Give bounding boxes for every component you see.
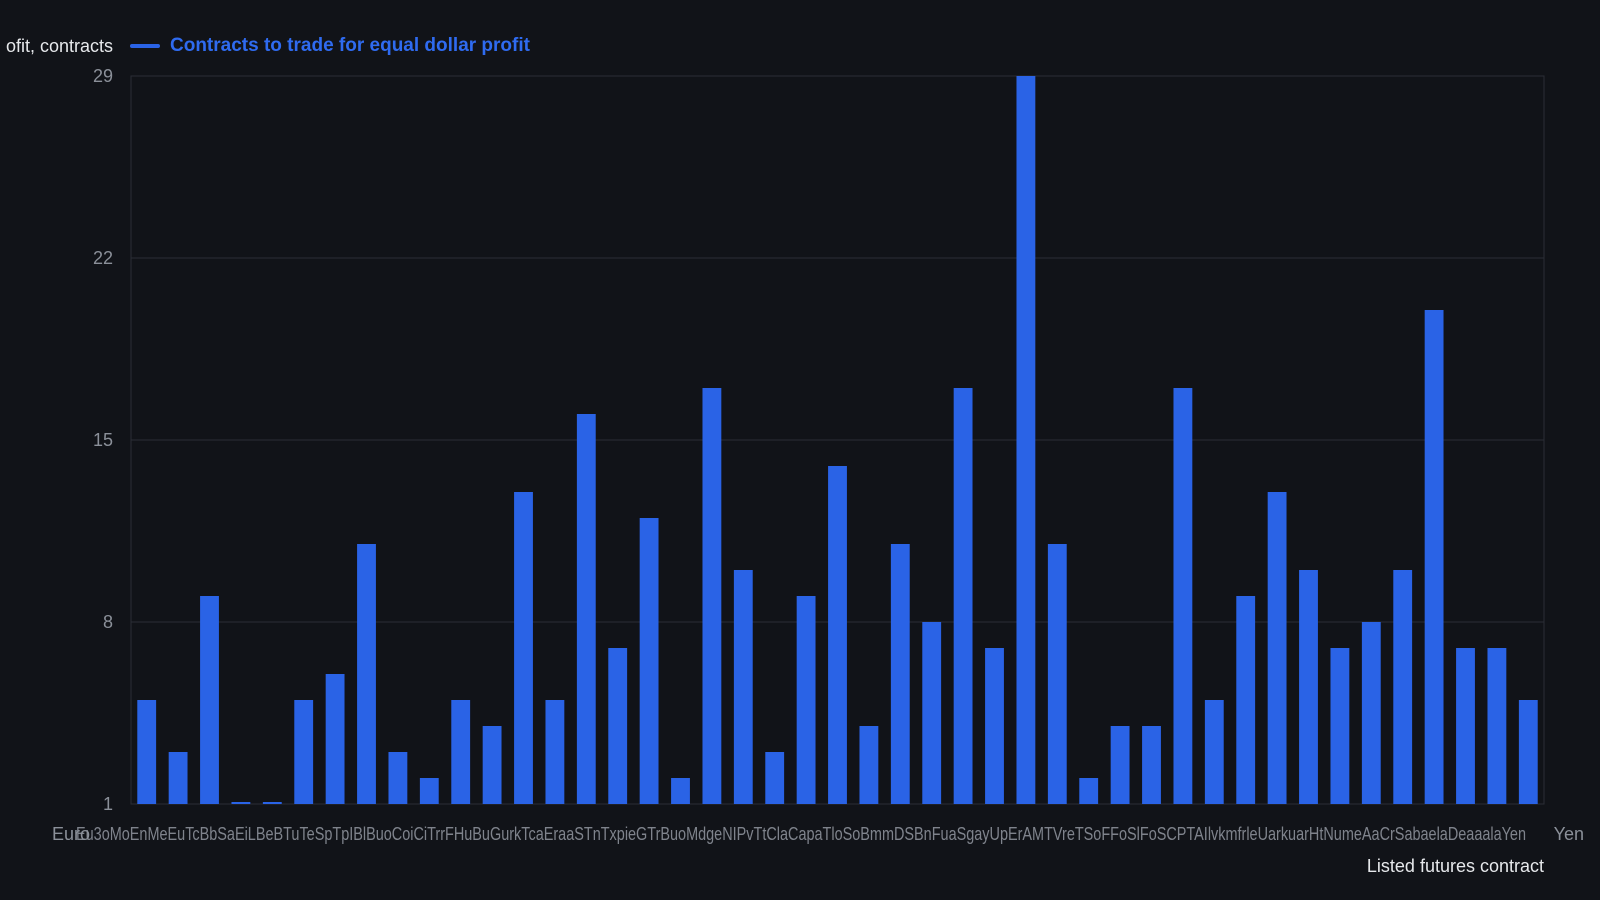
- bar[interactable]: [1393, 570, 1413, 804]
- bar[interactable]: [262, 802, 282, 804]
- bar[interactable]: [1079, 778, 1099, 804]
- y-tick-label: 8: [103, 612, 113, 632]
- bar[interactable]: [608, 648, 628, 804]
- legend-item[interactable]: Contracts to trade for equal dollar prof…: [130, 33, 530, 59]
- bar[interactable]: [702, 388, 722, 804]
- bar[interactable]: [1518, 700, 1538, 804]
- bar[interactable]: [1016, 76, 1036, 804]
- bar[interactable]: [1204, 700, 1224, 804]
- x-axis-title: Listed futures contract: [1366, 856, 1544, 876]
- bar[interactable]: [1267, 492, 1287, 804]
- bar[interactable]: [1173, 388, 1193, 804]
- legend-swatch: [130, 44, 160, 48]
- y-axis-title-partial: ofit, contracts: [5, 36, 113, 56]
- y-tick-label: 29: [93, 66, 113, 86]
- bar[interactable]: [1047, 544, 1067, 804]
- x-tick-label-last: Yen: [1554, 824, 1584, 844]
- bar[interactable]: [1110, 726, 1130, 804]
- bar[interactable]: [294, 700, 314, 804]
- bar[interactable]: [985, 648, 1004, 804]
- bar[interactable]: [168, 752, 188, 804]
- bar[interactable]: [671, 778, 690, 804]
- legend-label: Contracts to trade for equal dollar prof…: [170, 35, 530, 56]
- bar[interactable]: [639, 518, 659, 804]
- bar[interactable]: [388, 752, 408, 804]
- bar[interactable]: [1299, 570, 1318, 804]
- y-tick-label: 1: [103, 794, 113, 814]
- bar[interactable]: [545, 700, 565, 804]
- bar[interactable]: [1424, 310, 1444, 804]
- bar[interactable]: [922, 622, 942, 804]
- bar[interactable]: [890, 544, 910, 804]
- bar[interactable]: [953, 388, 973, 804]
- bar[interactable]: [796, 596, 816, 804]
- bar[interactable]: [1330, 648, 1350, 804]
- bar[interactable]: [576, 414, 596, 804]
- bar[interactable]: [1456, 648, 1475, 804]
- bar[interactable]: [451, 700, 471, 804]
- bar[interactable]: [828, 466, 847, 804]
- bar[interactable]: [357, 544, 376, 804]
- y-tick-label: 15: [93, 430, 113, 450]
- bar[interactable]: [514, 492, 533, 804]
- bar[interactable]: [325, 674, 345, 804]
- bar[interactable]: [1236, 596, 1256, 804]
- bar[interactable]: [231, 802, 251, 804]
- bar[interactable]: [1142, 726, 1161, 804]
- bar[interactable]: [419, 778, 439, 804]
- x-tick-label-first: Euro: [52, 824, 90, 844]
- y-tick-label: 22: [93, 248, 113, 268]
- bar[interactable]: [482, 726, 502, 804]
- bar[interactable]: [1487, 648, 1507, 804]
- bar[interactable]: [859, 726, 879, 804]
- bar[interactable]: [733, 570, 753, 804]
- x-tick-labels-overlap: Eu3oMoEnMeEuTcBbSaEiLBeBTuTeSpTpIBlBuoCo…: [76, 824, 1526, 844]
- bar[interactable]: [1361, 622, 1381, 804]
- bar[interactable]: [137, 700, 157, 804]
- bar[interactable]: [765, 752, 785, 804]
- bar[interactable]: [200, 596, 219, 804]
